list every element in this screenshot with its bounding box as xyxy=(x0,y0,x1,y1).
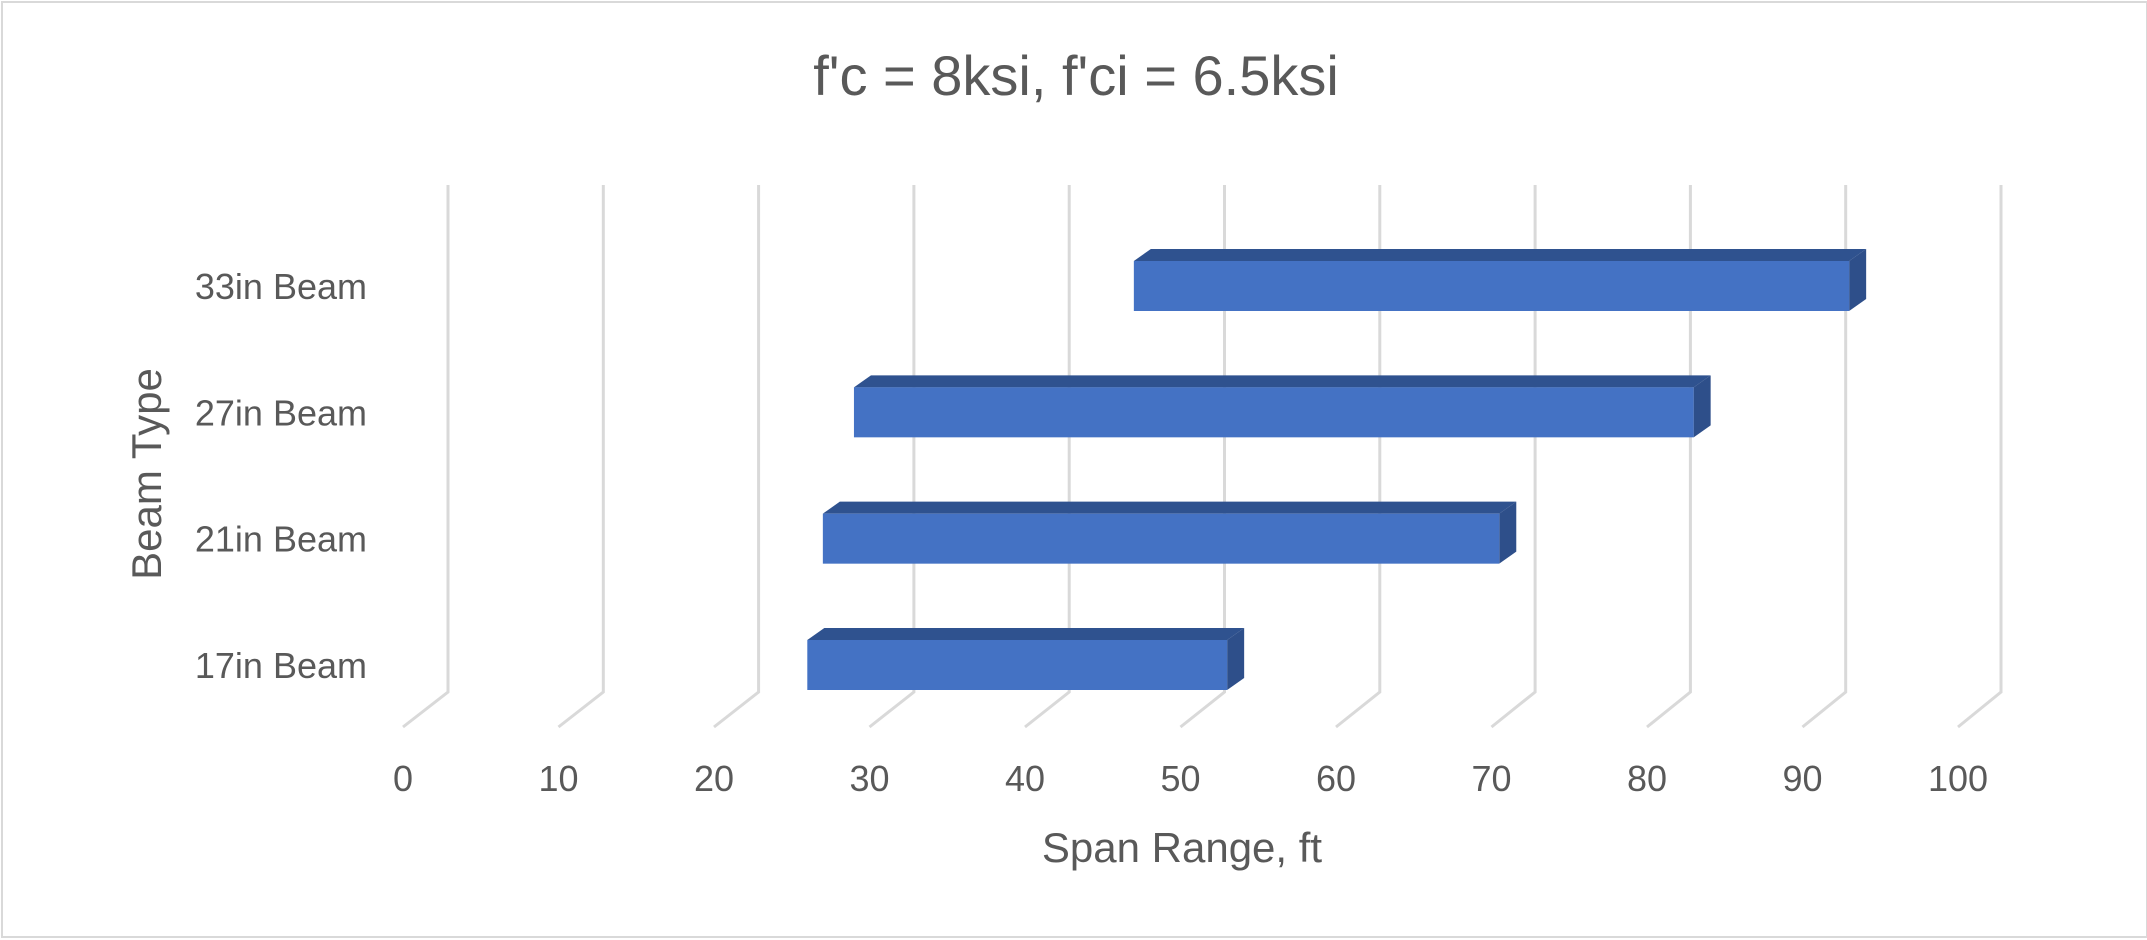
bar-front-face xyxy=(1133,261,1850,311)
x-tick-label: 100 xyxy=(1928,758,1988,799)
bar-front-face xyxy=(822,513,1500,564)
gridline-10 xyxy=(557,185,605,729)
gridline-90 xyxy=(1801,185,1848,729)
bar-33in-beam xyxy=(1133,249,1867,311)
bar-top-face xyxy=(807,628,1245,640)
category-label: 21in Beam xyxy=(195,519,367,560)
category-label: 33in Beam xyxy=(195,266,367,307)
bar-side-face xyxy=(1693,375,1711,438)
bar-top-face xyxy=(853,375,1711,388)
gridline-80 xyxy=(1646,185,1692,729)
x-tick-label: 90 xyxy=(1782,758,1822,799)
bar-front-face xyxy=(853,387,1694,438)
x-tick-labels: 0 10 20 30 40 50 60 70 80 90 100 xyxy=(393,758,1988,799)
x-tick-label: 10 xyxy=(538,758,578,799)
gridline-100 xyxy=(1957,185,2003,729)
x-tick-label: 50 xyxy=(1160,758,1200,799)
gridline-30 xyxy=(868,185,916,729)
bar-side-face xyxy=(1499,501,1517,564)
x-tick-label: 40 xyxy=(1005,758,1045,799)
x-axis-title: Span Range, ft xyxy=(1042,824,1323,871)
bar-27in-beam xyxy=(853,375,1711,438)
category-label: 17in Beam xyxy=(195,645,367,686)
x-tick-label: 70 xyxy=(1471,758,1511,799)
bars xyxy=(807,249,1867,690)
x-tick-label: 60 xyxy=(1316,758,1356,799)
bar-side-face xyxy=(1227,628,1245,690)
gridline-60 xyxy=(1335,185,1382,729)
gridline-20 xyxy=(713,185,761,729)
gridline-40 xyxy=(1024,185,1071,729)
x-tick-label: 20 xyxy=(694,758,734,799)
bar-side-face xyxy=(1849,249,1867,311)
bar-21in-beam xyxy=(822,501,1517,564)
bar-front-face xyxy=(807,640,1228,690)
bar-top-face xyxy=(1133,249,1867,261)
category-labels: 17in Beam 21in Beam 27in Beam 33in Beam xyxy=(195,266,367,686)
gridline-50 xyxy=(1179,185,1226,729)
bar-top-face xyxy=(822,501,1517,514)
gridline-70 xyxy=(1490,185,1537,729)
chart-title: f'c = 8ksi, f'ci = 6.5ksi xyxy=(813,44,1339,107)
x-tick-label: 80 xyxy=(1627,758,1667,799)
category-label: 27in Beam xyxy=(195,392,367,433)
x-tick-label: 0 xyxy=(393,758,413,799)
x-tick-label: 30 xyxy=(849,758,889,799)
gridline-0 xyxy=(402,185,450,729)
gridlines xyxy=(402,185,2003,729)
bar-17in-beam xyxy=(807,628,1245,690)
y-axis-title: Beam Type xyxy=(123,368,170,580)
chart-svg: f'c = 8ksi, f'ci = 6.5ksi Beam Type Span… xyxy=(123,44,2003,871)
